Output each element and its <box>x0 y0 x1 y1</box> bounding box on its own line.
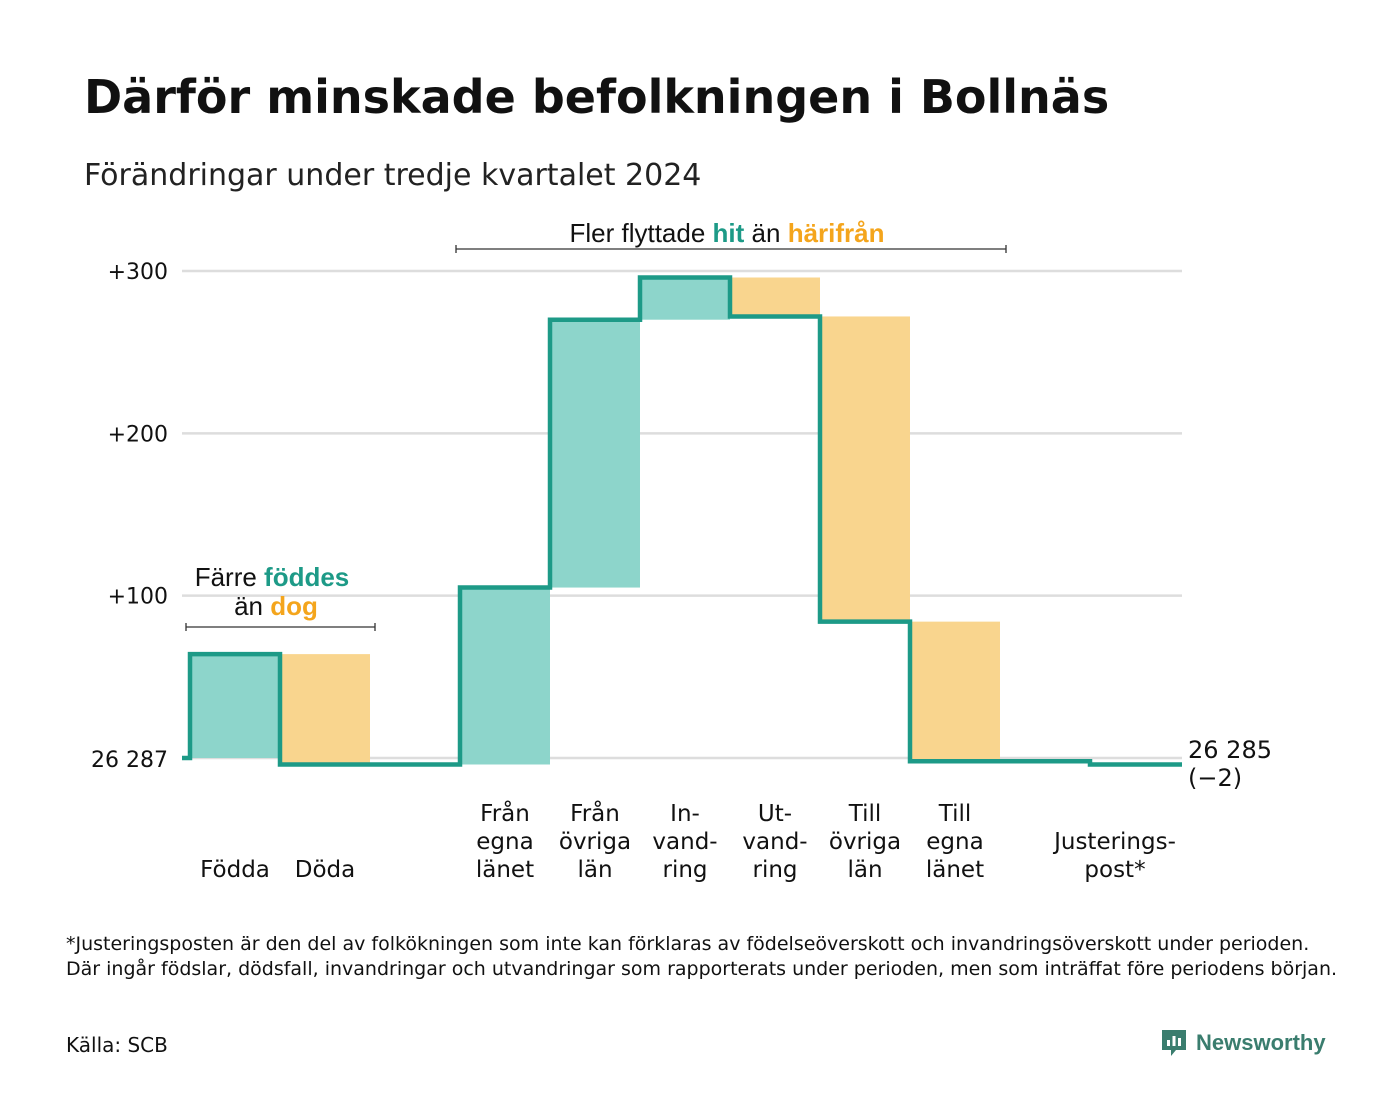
y-axis-labels: +100 +200 +300 26 287 <box>91 260 168 773</box>
y-tick-label: +200 <box>108 422 168 447</box>
bar-tillövrigalän <box>820 316 910 622</box>
bar-födda <box>190 654 280 758</box>
births-annotation-line1: Färre föddes <box>195 562 350 592</box>
source-note: Källa: SCB <box>66 1033 168 1057</box>
x-tick-label: Ut-vand-ring <box>742 801 807 883</box>
migration-annotation: Fler flyttade hit än härifrån <box>455 218 1007 253</box>
migration-annotation-text: Fler flyttade hit än härifrån <box>569 218 884 248</box>
x-tick-label: Till egna länet <box>926 801 984 883</box>
start-value-label: 26 287 <box>91 748 168 773</box>
chart-subtitle: Förändringar under tredje kvartalet 2024 <box>84 158 702 193</box>
y-tick-label: +100 <box>108 585 168 610</box>
births-highlight: föddes <box>264 562 349 592</box>
deaths-highlight: dog <box>270 591 318 621</box>
footnote: *Justeringsposten är den del av folkökni… <box>66 933 1338 980</box>
bar-döda <box>280 654 370 765</box>
x-axis-labels: Födda Döda Från egna länet Från övriga län In-va… <box>200 799 1176 883</box>
newsworthy-logo: Newsworthy <box>1160 1028 1326 1058</box>
end-value-label: 26 285 <box>1188 736 1272 764</box>
births-annotation-line2: än dog <box>234 591 318 621</box>
births-bracket <box>185 623 376 631</box>
chart-title: Därför minskade befolkningen i Bollnäs <box>84 70 1110 124</box>
x-tick-label: Justerings-post* <box>1052 829 1176 883</box>
x-tick-label: Från övriga län <box>559 799 631 883</box>
brand-name: Newsworthy <box>1196 1030 1326 1055</box>
harifran-highlight: härifrån <box>788 218 885 248</box>
bars <box>190 277 1000 765</box>
x-tick-label: Från egna länet <box>476 799 534 883</box>
bar-frånegnalänet <box>460 587 550 765</box>
bar-invandring <box>640 277 730 320</box>
x-tick-label: In-vand-ring <box>652 801 717 883</box>
end-label: 26 285 (−2) <box>1188 736 1272 792</box>
bar-tillegnalänet <box>910 621 1000 762</box>
hit-highlight: hit <box>713 218 745 248</box>
cumulative-step-line <box>182 275 1182 767</box>
waterfall-chart: +100 +200 +300 26 287 Födda Döda Från egna läne… <box>91 218 1272 883</box>
bar-frånövrigalän <box>550 319 640 588</box>
migration-bracket <box>455 245 1007 253</box>
x-tick-label: Till övriga län <box>829 801 901 883</box>
bar-utvandring <box>730 277 820 317</box>
x-tick-label: Döda <box>295 857 355 883</box>
x-tick-label: Födda <box>200 857 270 883</box>
end-change-label: (−2) <box>1188 764 1242 792</box>
y-tick-label: +300 <box>108 260 168 285</box>
births-annotation: Färre föddes än dog <box>185 562 376 631</box>
newsworthy-icon <box>1162 1030 1186 1056</box>
